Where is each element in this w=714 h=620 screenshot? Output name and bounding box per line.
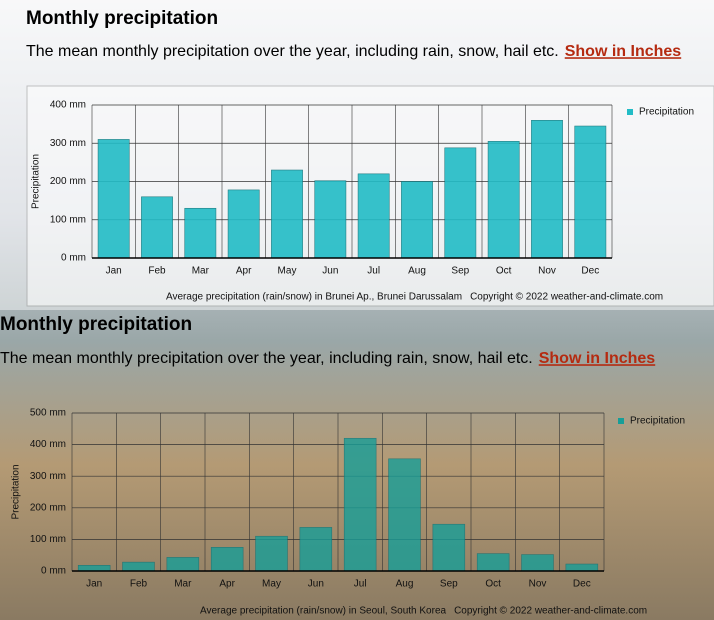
x-tick-label: Jul <box>354 579 367 590</box>
legend-label: Precipitation <box>639 107 694 118</box>
y-axis-label: Precipitation <box>11 464 22 519</box>
heading: Monthly precipitation <box>0 314 192 335</box>
x-tick-label: Nov <box>538 266 556 277</box>
bar <box>77 565 111 572</box>
bar <box>476 553 510 572</box>
bar <box>122 561 155 572</box>
x-tick-label: Aug <box>396 579 414 590</box>
units-link[interactable]: Show in Inches <box>565 43 682 60</box>
units-link[interactable]: Show in Inches <box>539 350 656 367</box>
bar <box>521 554 554 572</box>
bar <box>531 120 563 259</box>
x-tick-label: Jul <box>367 266 380 277</box>
x-tick-label: Dec <box>581 266 599 277</box>
y-tick-label: 200 mm <box>50 176 86 187</box>
x-tick-label: Apr <box>236 266 252 277</box>
bar <box>97 139 130 259</box>
x-tick-label: Oct <box>496 266 512 277</box>
x-tick-label: Jun <box>322 266 338 277</box>
y-tick-label: 300 mm <box>30 471 66 482</box>
description: The mean monthly precipitation over the … <box>0 350 533 367</box>
x-tick-label: Nov <box>529 579 547 590</box>
bar <box>314 180 347 259</box>
bar <box>141 196 173 259</box>
copyright: Copyright © 2022 weather-and-climate.com <box>470 292 663 303</box>
legend-swatch <box>618 418 624 424</box>
x-tick-label: Mar <box>174 579 192 590</box>
x-tick-label: Jun <box>308 579 324 590</box>
x-tick-label: Apr <box>219 579 235 590</box>
bar <box>166 557 200 572</box>
bar <box>343 437 377 572</box>
legend-swatch <box>627 109 633 115</box>
heading: Monthly precipitation <box>26 8 218 29</box>
bar <box>388 458 421 572</box>
y-tick-label: 0 mm <box>61 253 86 264</box>
y-tick-label: 400 mm <box>30 439 66 450</box>
caption: Average precipitation (rain/snow) in Bru… <box>166 292 462 303</box>
bar <box>299 527 333 572</box>
bar <box>184 207 217 259</box>
x-tick-label: Oct <box>485 579 501 590</box>
y-tick-label: 100 mm <box>50 214 86 225</box>
y-tick-label: 200 mm <box>30 502 66 513</box>
bar <box>271 169 303 259</box>
y-tick-label: 500 mm <box>30 408 66 419</box>
bar <box>227 189 260 259</box>
x-tick-label: Feb <box>148 266 166 277</box>
x-tick-label: Dec <box>573 579 591 590</box>
x-tick-label: May <box>278 266 297 277</box>
description: The mean monthly precipitation over the … <box>26 43 559 60</box>
legend-label: Precipitation <box>630 416 685 427</box>
bar <box>210 546 244 572</box>
x-tick-label: Mar <box>192 266 210 277</box>
bar <box>401 181 433 259</box>
x-tick-label: May <box>262 579 281 590</box>
x-tick-label: Jan <box>86 579 102 590</box>
bar <box>357 173 390 259</box>
x-tick-label: Sep <box>440 579 458 590</box>
y-tick-label: 0 mm <box>41 566 66 577</box>
bar <box>565 563 599 572</box>
x-tick-label: Sep <box>451 266 469 277</box>
copyright: Copyright © 2022 weather-and-climate.com <box>454 606 647 617</box>
x-tick-label: Aug <box>408 266 426 277</box>
bar <box>574 125 607 259</box>
caption: Average precipitation (rain/snow) in Seo… <box>200 606 447 617</box>
bar <box>255 535 288 572</box>
y-tick-label: 100 mm <box>30 534 66 545</box>
x-tick-label: Feb <box>130 579 148 590</box>
bar <box>487 141 520 259</box>
bar <box>432 523 466 572</box>
y-tick-label: 400 mm <box>50 100 86 111</box>
y-tick-label: 300 mm <box>50 138 86 149</box>
bar <box>444 147 477 259</box>
y-axis-label: Precipitation <box>31 154 42 209</box>
x-tick-label: Jan <box>106 266 122 277</box>
